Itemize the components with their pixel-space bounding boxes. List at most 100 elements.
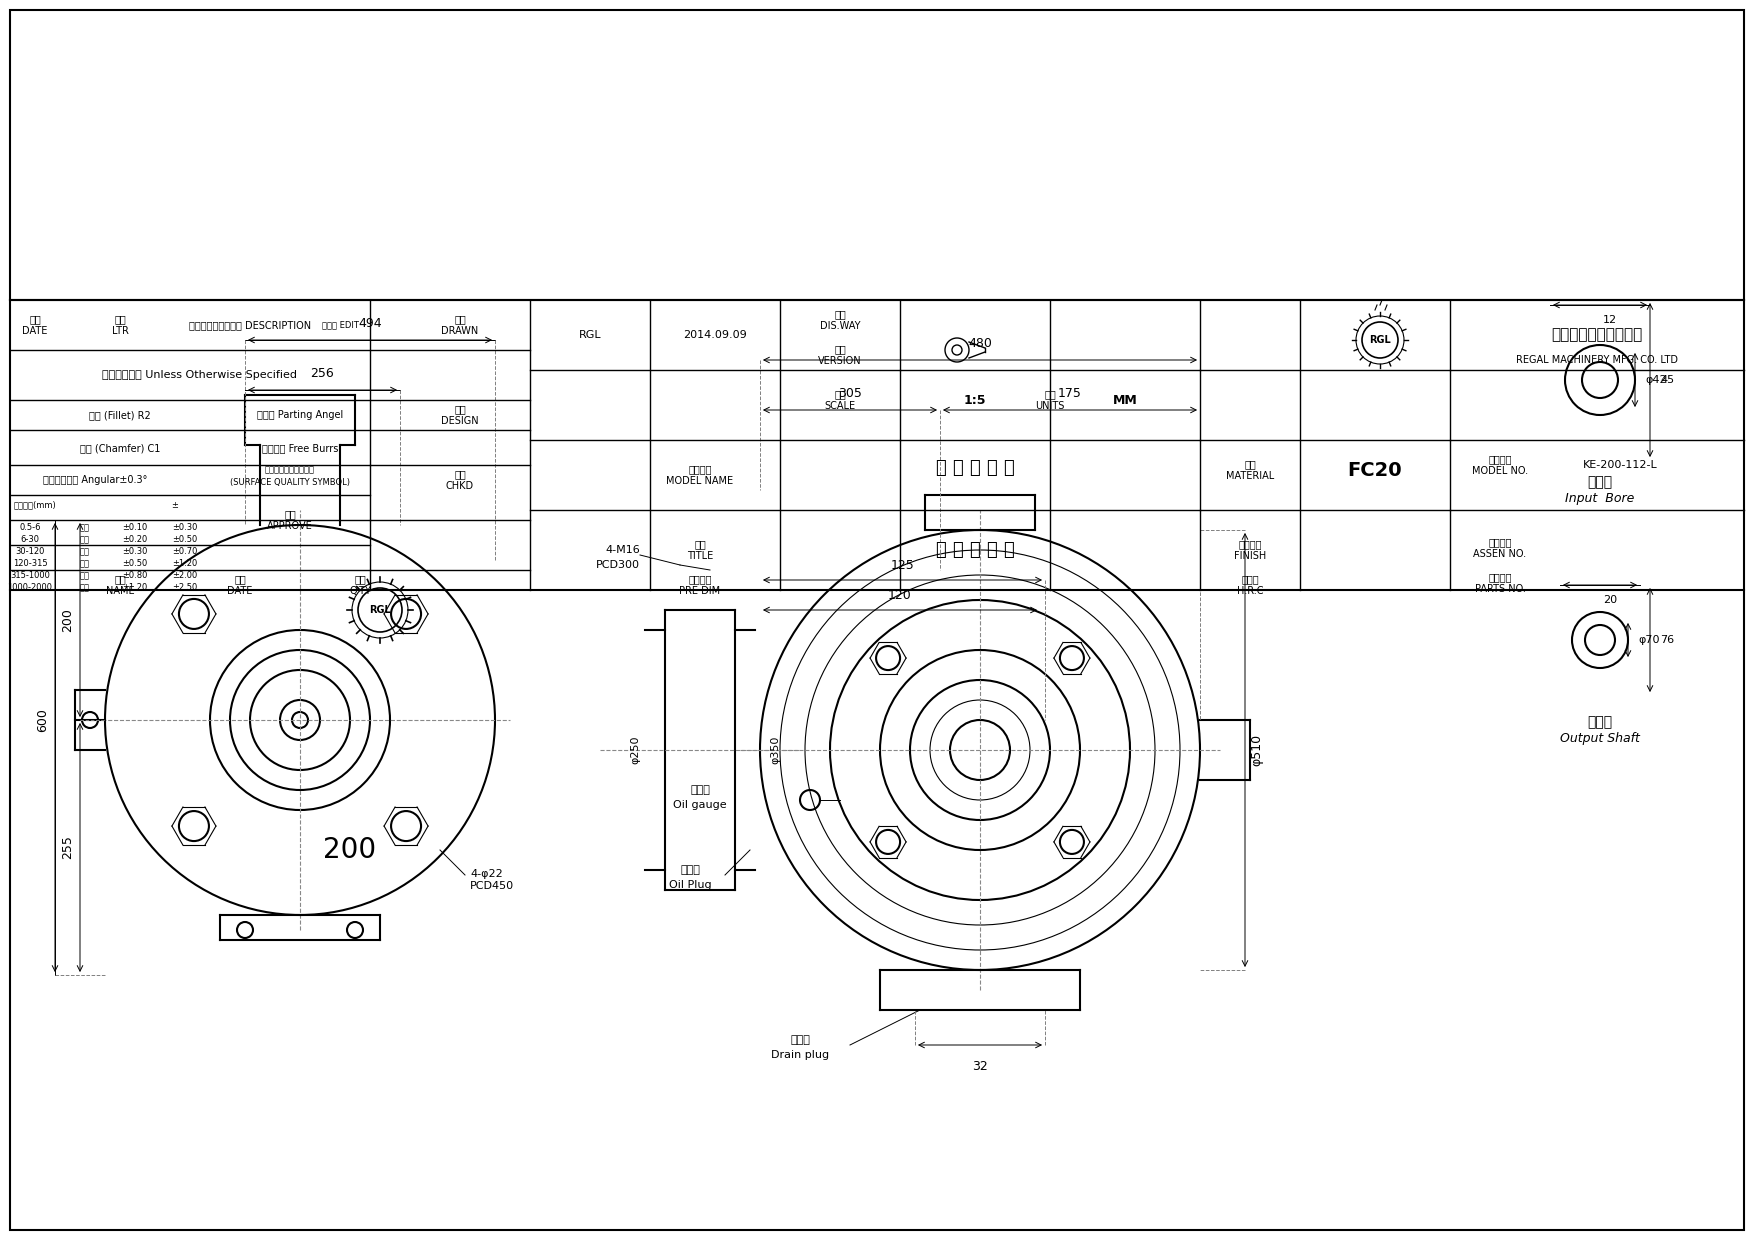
- Text: 494: 494: [358, 317, 382, 330]
- Text: 以下: 以下: [81, 536, 89, 544]
- Text: 256: 256: [310, 367, 333, 379]
- Text: 油面計: 油面計: [689, 785, 710, 795]
- Text: KE-200-112-L: KE-200-112-L: [1582, 460, 1658, 470]
- Text: 本 體 外 觀 圖: 本 體 外 觀 圖: [935, 541, 1014, 559]
- Text: 125: 125: [891, 559, 914, 572]
- Text: 圖名
TITLE: 圖名 TITLE: [688, 539, 714, 560]
- Text: ±0.30: ±0.30: [123, 548, 147, 557]
- Text: 未特別註明處 Unless Otherwise Specified: 未特別註明處 Unless Otherwise Specified: [102, 370, 298, 379]
- Text: 表面處理
FINISH: 表面處理 FINISH: [1233, 539, 1266, 560]
- Text: RGL: RGL: [579, 330, 602, 340]
- Text: φ510: φ510: [1251, 734, 1263, 766]
- Text: 12: 12: [1603, 315, 1617, 325]
- Text: 以下: 以下: [81, 572, 89, 580]
- Text: 1:5: 1:5: [963, 393, 986, 407]
- Text: RGL: RGL: [368, 605, 391, 615]
- Text: FC20: FC20: [1347, 460, 1401, 480]
- Text: 組立序號
ASSEN NO.: 組立序號 ASSEN NO.: [1473, 537, 1526, 559]
- Text: 更改或增加尺寸內容 DESCRIPTION: 更改或增加尺寸內容 DESCRIPTION: [189, 320, 310, 330]
- Text: 機型代號
MODEL NO.: 機型代號 MODEL NO.: [1472, 454, 1528, 476]
- Text: 200: 200: [61, 608, 74, 632]
- Text: 一般角度公差 Angular±0.3°: 一般角度公差 Angular±0.3°: [42, 475, 147, 485]
- Text: ±: ±: [172, 501, 179, 510]
- Text: 200: 200: [323, 836, 377, 864]
- Text: 6-30: 6-30: [21, 536, 40, 544]
- Text: 45: 45: [1659, 374, 1673, 384]
- Text: Input  Bore: Input Bore: [1565, 492, 1635, 505]
- Text: 倒角 (Chamfer) C1: 倒角 (Chamfer) C1: [81, 443, 160, 453]
- Text: 0.5-6: 0.5-6: [19, 523, 40, 532]
- Text: 熱處理
H.R.C: 熱處理 H.R.C: [1237, 574, 1263, 595]
- Text: φ350: φ350: [770, 735, 781, 764]
- Text: 4-φ22
PCD450: 4-φ22 PCD450: [470, 869, 514, 890]
- Text: 305: 305: [838, 387, 861, 401]
- Text: 出力軸: 出力軸: [1587, 715, 1612, 729]
- Text: φ42: φ42: [1645, 374, 1666, 384]
- Text: 單位
UNITS: 單位 UNITS: [1035, 389, 1065, 410]
- Text: ±0.50: ±0.50: [123, 559, 147, 568]
- Text: 76: 76: [1659, 635, 1673, 645]
- Text: ±0.20: ±0.20: [123, 536, 147, 544]
- Text: ±2.00: ±2.00: [172, 572, 198, 580]
- Text: 姓名
NAME: 姓名 NAME: [105, 574, 135, 595]
- Text: 加工符號與表面粗糙度: 加工符號與表面粗糙度: [265, 465, 316, 475]
- Text: (SURFACE QUALITY SYMBOL): (SURFACE QUALITY SYMBOL): [230, 477, 351, 486]
- Text: 修改者 EDIT: 修改者 EDIT: [321, 320, 358, 330]
- Text: 20: 20: [1603, 595, 1617, 605]
- Text: 日期
DATE: 日期 DATE: [23, 314, 47, 336]
- Text: PCD300: PCD300: [596, 560, 640, 570]
- Text: φ70: φ70: [1638, 635, 1659, 645]
- Text: ±0.30: ±0.30: [172, 523, 198, 532]
- Text: 315-1000: 315-1000: [11, 572, 49, 580]
- Text: MM: MM: [1112, 393, 1137, 407]
- Text: 蝕 輪 減 速 機: 蝕 輪 減 速 機: [935, 459, 1014, 477]
- Text: ±0.80: ±0.80: [123, 572, 147, 580]
- Text: 圓角 (Fillet) R2: 圓角 (Fillet) R2: [89, 410, 151, 420]
- Text: 4-M16: 4-M16: [605, 546, 640, 556]
- Text: 排油栓: 排油栓: [789, 1035, 810, 1045]
- Text: 600: 600: [37, 708, 49, 732]
- Text: 產品名稱
MODEL NAME: 產品名稱 MODEL NAME: [667, 464, 733, 486]
- Text: 零件編號
PARTS NO.: 零件編號 PARTS NO.: [1475, 572, 1526, 594]
- Text: 比例
SCALE: 比例 SCALE: [824, 389, 856, 410]
- Text: 去除毛邊 Free Burrs: 去除毛邊 Free Burrs: [261, 443, 339, 453]
- Text: 120-315: 120-315: [12, 559, 47, 568]
- Text: 繪圖
DRAWN: 繪圖 DRAWN: [442, 314, 479, 336]
- Text: 255: 255: [61, 835, 74, 859]
- Text: 1000-2000: 1000-2000: [7, 584, 53, 593]
- Text: ±0.50: ±0.50: [172, 536, 198, 544]
- Text: 注油栓: 注油栓: [681, 866, 700, 875]
- Text: 版次
VERSION: 版次 VERSION: [817, 345, 861, 366]
- Text: 以下: 以下: [81, 548, 89, 557]
- Text: 以下: 以下: [81, 523, 89, 532]
- Text: RGL: RGL: [1370, 335, 1391, 345]
- Text: 480: 480: [968, 337, 993, 350]
- Text: Oil gauge: Oil gauge: [674, 800, 726, 810]
- Text: 175: 175: [1058, 387, 1082, 401]
- Text: 32: 32: [972, 1060, 988, 1073]
- Text: Drain plug: Drain plug: [772, 1050, 830, 1060]
- Text: 2014.09.09: 2014.09.09: [682, 330, 747, 340]
- Text: 拔模角 Parting Angel: 拔模角 Parting Angel: [256, 410, 344, 420]
- Text: ±1.20: ±1.20: [123, 584, 147, 593]
- Text: 角法
DIS.WAY: 角法 DIS.WAY: [819, 309, 859, 331]
- Text: ±1.20: ±1.20: [172, 559, 198, 568]
- Text: 入力孔: 入力孔: [1587, 475, 1612, 489]
- Text: 以下: 以下: [81, 559, 89, 568]
- Text: 核准
APPROVE: 核准 APPROVE: [267, 510, 312, 531]
- Text: ±2.50: ±2.50: [172, 584, 198, 593]
- Text: 锐格精機股份有限公司: 锐格精機股份有限公司: [1551, 327, 1643, 342]
- Text: 以下: 以下: [81, 584, 89, 593]
- Text: 需件
Q'TY: 需件 Q'TY: [349, 574, 370, 595]
- Text: 素材規格
PRE DIM: 素材規格 PRE DIM: [679, 574, 721, 595]
- Text: Oil Plug: Oil Plug: [668, 880, 712, 890]
- Text: φ250: φ250: [630, 735, 640, 764]
- Text: 審查
CHKD: 審查 CHKD: [446, 469, 474, 491]
- Text: 尺寸區分(mm): 尺寸區分(mm): [14, 501, 56, 510]
- Text: REGAL MACHINERY MFG. CO. LTD: REGAL MACHINERY MFG. CO. LTD: [1515, 355, 1679, 365]
- Text: 簽號
LTR: 簽號 LTR: [112, 314, 128, 336]
- Text: ±0.70: ±0.70: [172, 548, 198, 557]
- Text: 30-120: 30-120: [16, 548, 44, 557]
- Text: Output Shaft: Output Shaft: [1559, 732, 1640, 745]
- Text: ±0.10: ±0.10: [123, 523, 147, 532]
